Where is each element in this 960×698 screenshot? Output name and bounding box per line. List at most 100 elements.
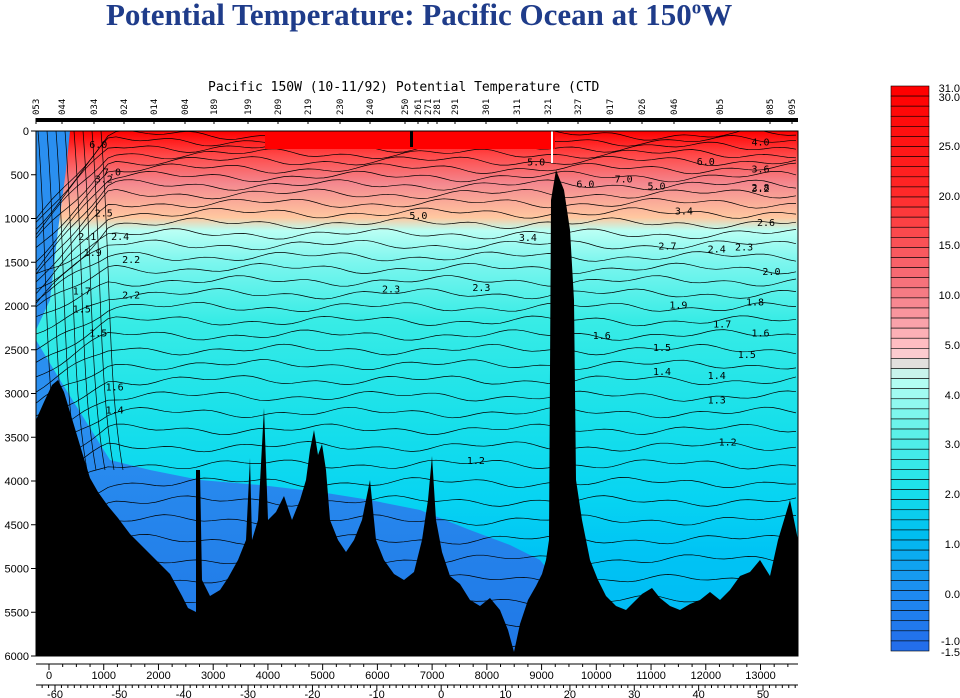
colorbar-cell (890, 317, 930, 329)
contour-label: 2.3 (382, 285, 400, 296)
contour-label: 1.6 (751, 328, 769, 339)
colorbar-cell (890, 509, 930, 521)
distance-tick-label: 4000 (256, 670, 280, 682)
isotherm-line (36, 301, 797, 351)
latitude-tick-label: -40 (176, 689, 192, 698)
station-label: 230 (336, 99, 346, 115)
station-label: 014 (150, 99, 160, 115)
station-label: 046 (670, 99, 680, 115)
latitude-tick-label: 20 (564, 689, 576, 698)
station-label: 219 (304, 99, 314, 115)
contour-label: 5.0 (409, 211, 427, 222)
colorbar-cell (890, 620, 930, 632)
latitude-tick-label: -60 (47, 689, 63, 698)
contour-label: 2.7 (658, 242, 676, 253)
depth-tick-label: 5000 (5, 564, 29, 576)
contour-label: 3.2 (751, 184, 769, 195)
contour-label: 2.2 (122, 255, 140, 266)
isotherm-line (36, 141, 797, 230)
isotherm-line (36, 390, 797, 438)
colorbar-cell (890, 388, 930, 400)
contour-label: 6.0 (576, 180, 594, 191)
distance-tick-label: 8000 (475, 670, 499, 682)
isotherm-line (36, 217, 797, 304)
contour-label: 1.7 (73, 286, 91, 297)
isotherm-line (36, 359, 797, 404)
colorbar-cell (890, 85, 930, 97)
colorbar-tick-label: 2.0 (945, 489, 960, 501)
station-label: 189 (210, 99, 220, 115)
isotherm-line (82, 131, 106, 471)
isotherm-line (36, 170, 797, 263)
colorbar-cell (890, 136, 930, 147)
isotherm-line (73, 131, 97, 471)
latitude-tick-label: -20 (305, 689, 321, 698)
isotherm-line (36, 514, 797, 562)
colorbar-cell (890, 539, 930, 551)
contour-label: 2.4 (111, 232, 129, 243)
colorbar-cell (890, 549, 930, 561)
isotherm-line (36, 251, 797, 302)
colorbar-cell (890, 95, 930, 107)
isotherm-line (36, 534, 797, 586)
colorbar-cell (890, 166, 930, 178)
colorbar-tick-label: 10.0 (939, 290, 960, 302)
colorbar-tick-label: -1.0 (941, 636, 960, 648)
contour-label: 5.0 (527, 158, 545, 169)
surface-marker (410, 131, 413, 147)
isotherm-line (36, 477, 797, 523)
isotherm-line (36, 207, 797, 295)
isotherm-line (91, 131, 115, 471)
latitude-tick-label: 10 (499, 689, 511, 698)
colorbar-cell (890, 438, 930, 450)
station-label: 034 (90, 99, 100, 115)
isotherm-line (36, 156, 797, 239)
colorbar-tick-label: 20.0 (939, 191, 960, 203)
station-label: 271 (424, 99, 434, 115)
colorbar-cell (890, 428, 930, 440)
chart-title: Pacific 150W (10-11/92) Potential Temper… (208, 80, 600, 95)
isotherm-line (36, 179, 797, 271)
colorbar-tick-label: 3.0 (945, 439, 960, 451)
station-label: 024 (120, 99, 130, 115)
colorbar-cell (890, 459, 930, 470)
contour-label: 6.0 (697, 157, 715, 168)
colorbar-tick-label: 5.0 (945, 340, 960, 352)
isotherm-line (36, 343, 797, 393)
isotherm-line (36, 188, 797, 275)
contour-label: 2.4 (708, 244, 726, 255)
colorbar-tick-label: 15.0 (939, 240, 960, 252)
colorbar-tick-label: 30.0 (939, 92, 960, 104)
contour-label: 1.3 (708, 396, 726, 407)
contour-label: 1.9 (669, 300, 687, 311)
distance-tick-label: 12000 (690, 670, 721, 682)
contour-label: 1.4 (106, 405, 124, 416)
distance-tick-label: 3000 (201, 670, 225, 682)
depth-tick-label: 3000 (5, 389, 29, 401)
station-label: 017 (606, 99, 616, 115)
colorbar-cell (890, 499, 930, 511)
contour-label: 2.6 (757, 218, 775, 229)
station-bar (36, 118, 798, 122)
contour-label: 5.0 (647, 181, 665, 192)
isotherm-line (36, 315, 797, 363)
isotherm-line (36, 441, 797, 486)
station-label: 301 (482, 99, 492, 115)
colorbar-tick-label: 0.0 (945, 589, 960, 601)
colorbar-tick-label: -1.5 (941, 647, 960, 659)
contour-label: 1.5 (73, 305, 91, 316)
colorbar-cell (890, 479, 930, 490)
distance-tick-label: 11000 (636, 670, 666, 682)
colorbar-cell (890, 610, 930, 622)
depth-tick-label: 4500 (5, 520, 29, 532)
station-label: 261 (414, 99, 424, 115)
colorbar-cell (890, 257, 930, 268)
contour-label: 2.3 (472, 283, 490, 294)
distance-tick-label: 13000 (745, 670, 776, 682)
depth-axis: 0 500 1000 1500 2000 2500 3000 3500 4000 4500 5000… (5, 126, 36, 663)
station-label: 209 (274, 99, 284, 115)
contour-label: 2.5 (95, 208, 113, 219)
depth-tick-label: 500 (11, 170, 29, 182)
distance-axis: 0 1000 2000 3000 4000 5000 6000 7000 8000 9000 100… (36, 663, 798, 682)
colorbar-cell (890, 448, 930, 460)
